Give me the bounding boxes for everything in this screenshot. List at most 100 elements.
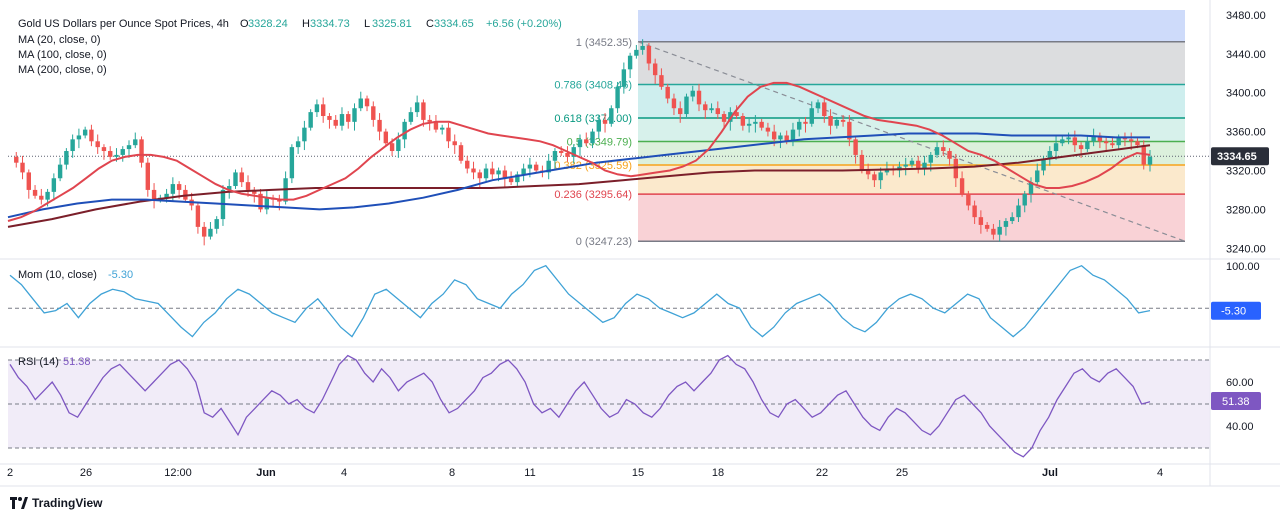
time-tick-label: 12:00: [164, 467, 192, 479]
candle-body: [978, 217, 984, 225]
candle-body: [822, 102, 827, 117]
candle-body: [57, 164, 63, 179]
time-tick-label: 2: [7, 467, 13, 479]
candle-body: [552, 151, 558, 161]
candle-body: [1053, 143, 1059, 152]
rsi-value-label: 51.38: [1222, 396, 1250, 408]
fib-zone: [638, 41, 1185, 85]
candle-body: [439, 127, 445, 130]
time-tick-label: Jun: [256, 467, 276, 479]
fib-trend-line: [637, 41, 1186, 242]
time-tick-label: 25: [896, 467, 908, 479]
price-tick-label: 3240.00: [1226, 243, 1266, 255]
momentum-title: Mom (10, close): [18, 269, 97, 281]
candle-body: [1016, 205, 1021, 218]
candle-body: [834, 119, 840, 126]
candle-body: [496, 170, 501, 175]
candle-body: [195, 205, 201, 227]
time-tick-label: 15: [632, 467, 644, 479]
fibonacci-retracement: 1 (3452.35) 0.786 (3408.46) 0.618 (3374.00…: [554, 10, 1186, 248]
momentum-line: [9, 264, 1151, 338]
candle-body: [26, 172, 31, 190]
candle-body: [1022, 193, 1027, 206]
candle-body: [1135, 141, 1140, 146]
candle-body: [333, 119, 338, 126]
candle-body: [377, 119, 382, 132]
candle-body: [966, 193, 971, 206]
candle-body: [1078, 145, 1084, 150]
candle-body: [1129, 139, 1134, 142]
candle-body: [433, 121, 439, 130]
candle-body: [696, 90, 702, 105]
candle-body: [89, 129, 94, 142]
fib-zone: [638, 10, 1185, 42]
candle-body: [559, 151, 564, 153]
candle-body: [684, 96, 689, 115]
candle-body: [1085, 141, 1090, 150]
candle-body: [108, 151, 113, 157]
ma100-line: [7, 132, 1150, 219]
candle-body: [903, 164, 908, 167]
ohlc-key: C: [426, 18, 434, 30]
candle-body: [959, 178, 965, 194]
candle-body: [984, 224, 990, 229]
candle-body: [95, 141, 100, 148]
rsi-legend-value: 51.38: [63, 356, 91, 368]
ohlc-key: H: [302, 18, 310, 30]
candle-body: [339, 114, 345, 126]
candle-body: [371, 106, 376, 120]
candle-body: [1147, 156, 1153, 165]
candle-body: [740, 116, 746, 126]
candle-body: [239, 172, 244, 183]
candle-body: [947, 151, 952, 159]
candle-body: [252, 189, 257, 194]
candle-body: [82, 129, 88, 136]
candle-body: [502, 170, 508, 179]
candle-body: [295, 141, 301, 148]
candle-body: [828, 116, 833, 126]
candle-body: [652, 63, 658, 76]
candle-body: [734, 112, 739, 117]
candle-body: [314, 104, 320, 113]
fib-level-label: 0.382 (3325.59): [554, 160, 632, 172]
candle-body: [76, 135, 82, 140]
ohlc-value: 3328.24: [248, 18, 288, 30]
time-tick-label: 4: [341, 467, 347, 479]
candle-body: [765, 127, 771, 132]
candle-body: [64, 151, 69, 165]
fib-level-label: 0 (3247.23): [576, 236, 632, 248]
candle-body: [1047, 151, 1052, 159]
price-tick-label: 3400.00: [1226, 88, 1266, 100]
candle-body: [778, 135, 783, 140]
candle-body: [546, 160, 551, 173]
candle-body: [659, 75, 664, 87]
candle-body: [953, 158, 959, 179]
candle-body: [790, 129, 796, 142]
candle-body: [277, 199, 282, 202]
candle-body: [1097, 135, 1103, 142]
candle-body: [139, 139, 144, 163]
candle-body: [784, 135, 789, 142]
candle-body: [1028, 182, 1034, 194]
candle-body: [233, 172, 238, 187]
price-tick-label: 3280.00: [1226, 204, 1266, 216]
candle-body: [452, 141, 457, 146]
candle-body: [797, 121, 802, 130]
candle-body: [759, 121, 764, 128]
last-price-tag: [1211, 147, 1269, 166]
candle-body: [1060, 139, 1065, 144]
candle-body: [928, 154, 933, 163]
candle-body: [584, 139, 589, 144]
time-tick-label: 8: [449, 467, 455, 479]
fib-level-label: 0.236 (3295.64): [554, 189, 632, 201]
rsi-line: [9, 354, 1151, 458]
candle-body: [308, 112, 313, 128]
candle-body: [446, 127, 451, 142]
candle-body: [490, 168, 495, 175]
candle-body: [815, 102, 821, 109]
momentum-value-tag: [1211, 301, 1261, 320]
momentum-legend-value: -5.30: [108, 269, 133, 281]
candle-body: [483, 168, 489, 179]
candle-body: [227, 186, 232, 190]
